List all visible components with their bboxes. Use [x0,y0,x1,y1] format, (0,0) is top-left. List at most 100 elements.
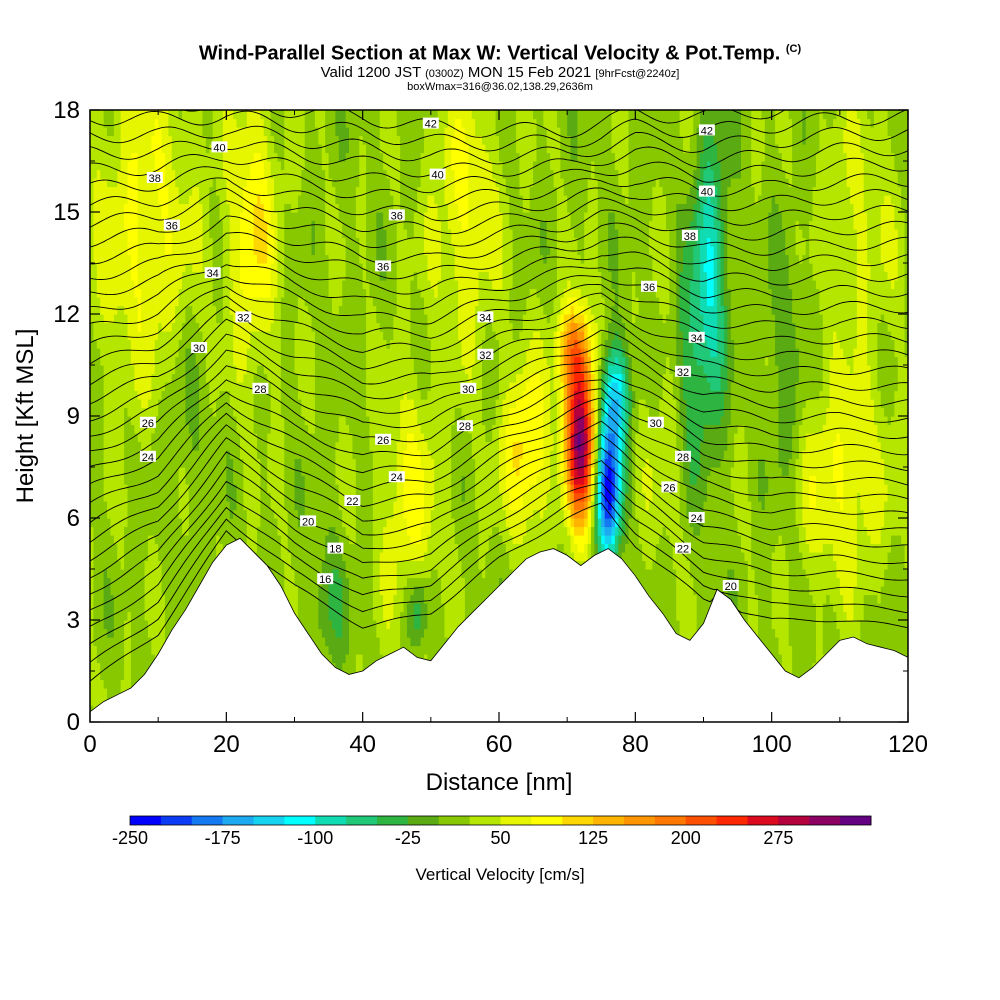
velocity-cell [137,135,142,145]
velocity-cell [175,416,180,426]
velocity-cell [171,441,176,451]
velocity-cell [263,127,268,137]
velocity-cell [124,637,129,647]
velocity-cell [311,271,316,281]
velocity-cell [124,203,129,213]
velocity-cell [158,135,163,145]
velocity-cell [117,611,122,621]
velocity-cell [103,110,108,120]
velocity-cell [188,178,193,188]
velocity-cell [253,433,258,443]
velocity-cell [90,484,95,494]
velocity-cell [100,186,105,196]
velocity-cell [188,314,193,324]
velocity-cell [147,399,152,409]
velocity-cell [222,212,227,222]
velocity-cell [120,220,125,230]
velocity-cell [188,569,193,579]
velocity-cell [212,152,217,162]
velocity-cell [175,577,180,587]
velocity-cell [144,314,149,324]
velocity-cell [314,569,319,579]
velocity-cell [124,195,129,205]
velocity-cell [233,441,238,451]
velocity-cell [192,220,197,230]
velocity-cell [110,322,115,332]
velocity-cell [192,382,197,392]
velocity-cell [144,127,149,137]
velocity-cell [107,297,112,307]
velocity-cell [120,526,125,536]
velocity-cell [321,594,326,604]
velocity-cell [239,161,244,171]
velocity-cell [100,603,105,613]
velocity-cell [263,416,268,426]
velocity-cell [130,348,135,358]
velocity-cell [321,603,326,613]
velocity-cell [192,110,197,120]
velocity-cell [171,322,176,332]
velocity-cell [120,152,125,162]
velocity-cell [154,450,159,460]
velocity-cell [291,577,296,587]
velocity-cell [270,144,275,154]
velocity-cell [113,280,118,290]
velocity-cell [113,560,118,570]
velocity-cell [308,424,313,434]
velocity-cell [304,390,309,400]
velocity-cell [314,229,319,239]
velocity-cell [124,305,129,315]
chart-title-block: Wind-Parallel Section at Max W: Vertical… [0,38,1000,93]
velocity-cell [182,586,187,596]
velocity-cell [134,382,139,392]
velocity-cell [154,195,159,205]
velocity-cell [301,441,306,451]
velocity-cell [219,339,224,349]
velocity-cell [297,297,302,307]
velocity-cell [113,356,118,366]
velocity-cell [134,237,139,247]
velocity-cell [182,127,187,137]
velocity-cell [171,305,176,315]
velocity-cell [311,373,316,383]
velocity-cell [100,220,105,230]
velocity-cell [233,535,238,545]
velocity-cell [103,280,108,290]
velocity-cell [182,178,187,188]
velocity-cell [130,399,135,409]
velocity-cell [120,178,125,188]
velocity-cell [202,203,207,213]
velocity-cell [284,135,289,145]
velocity-cell [117,424,122,434]
velocity-cell [253,297,258,307]
velocity-cell [161,594,166,604]
velocity-cell [147,373,152,383]
velocity-cell [219,407,224,417]
velocity-cell [182,433,187,443]
velocity-cell [178,288,183,298]
velocity-cell [130,645,135,655]
velocity-cell [120,620,125,630]
velocity-cell [236,339,241,349]
velocity-cell [164,144,169,154]
velocity-cell [168,144,173,154]
velocity-cell [100,526,105,536]
velocity-cell [277,314,282,324]
velocity-cell [171,620,176,630]
velocity-cell [182,263,187,273]
velocity-cell [137,246,142,256]
velocity-cell [178,484,183,494]
velocity-cell [243,356,248,366]
velocity-cell [226,501,231,511]
velocity-cell [253,450,258,460]
velocity-cell [246,509,251,519]
velocity-cell [127,110,132,120]
velocity-cell [284,543,289,553]
velocity-cell [110,127,115,137]
velocity-cell [250,458,255,468]
velocity-cell [134,577,139,587]
velocity-cell [154,118,159,128]
velocity-cell [168,543,173,553]
velocity-cell [301,594,306,604]
velocity-cell [219,458,224,468]
